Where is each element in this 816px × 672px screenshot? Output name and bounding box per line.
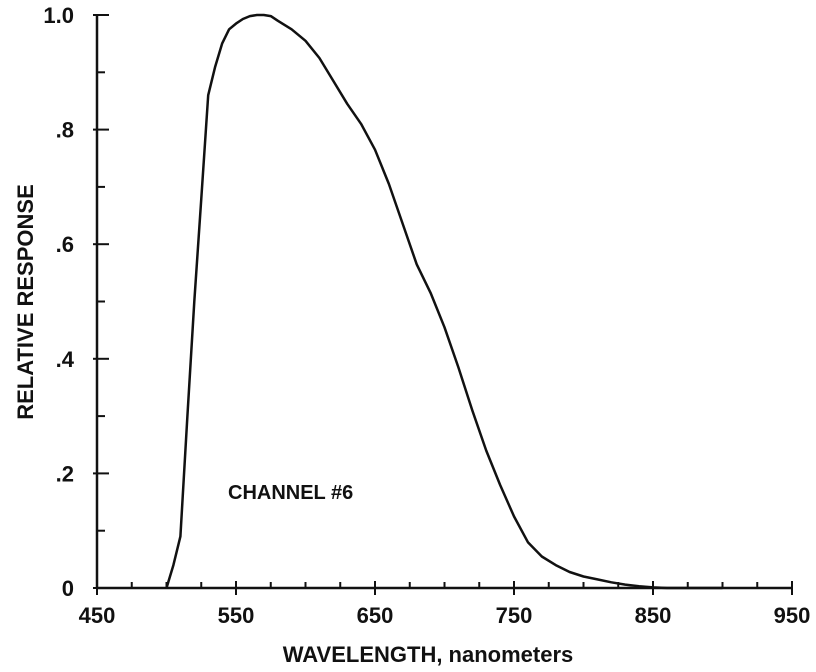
tick-labels: 450 550 650 750 850 950 0 .2 .4 .6 .8 1.0 (43, 3, 810, 628)
y-tick-label: 0 (62, 576, 74, 601)
x-tick-label: 850 (635, 603, 672, 628)
ticks (93, 14, 793, 595)
y-tick-label: .4 (56, 347, 75, 372)
x-tick-label: 650 (357, 603, 394, 628)
y-tick-label: .8 (56, 118, 74, 143)
axes (95, 15, 792, 590)
y-tick-label: 1.0 (43, 3, 74, 28)
y-tick-label: .2 (56, 461, 74, 486)
x-tick-label: 450 (79, 603, 116, 628)
curve-layer (165, 13, 723, 590)
x-tick-label: 950 (774, 603, 811, 628)
response-curve (165, 13, 723, 590)
y-tick-label: .6 (56, 232, 74, 257)
x-tick-label: 550 (218, 603, 255, 628)
x-tick-label: 750 (496, 603, 533, 628)
channel-annotation: CHANNEL #6 (228, 482, 353, 504)
x-axis-title: WAVELENGTH, nanometers (283, 642, 574, 667)
y-axis-title: RELATIVE RESPONSE (13, 184, 38, 420)
